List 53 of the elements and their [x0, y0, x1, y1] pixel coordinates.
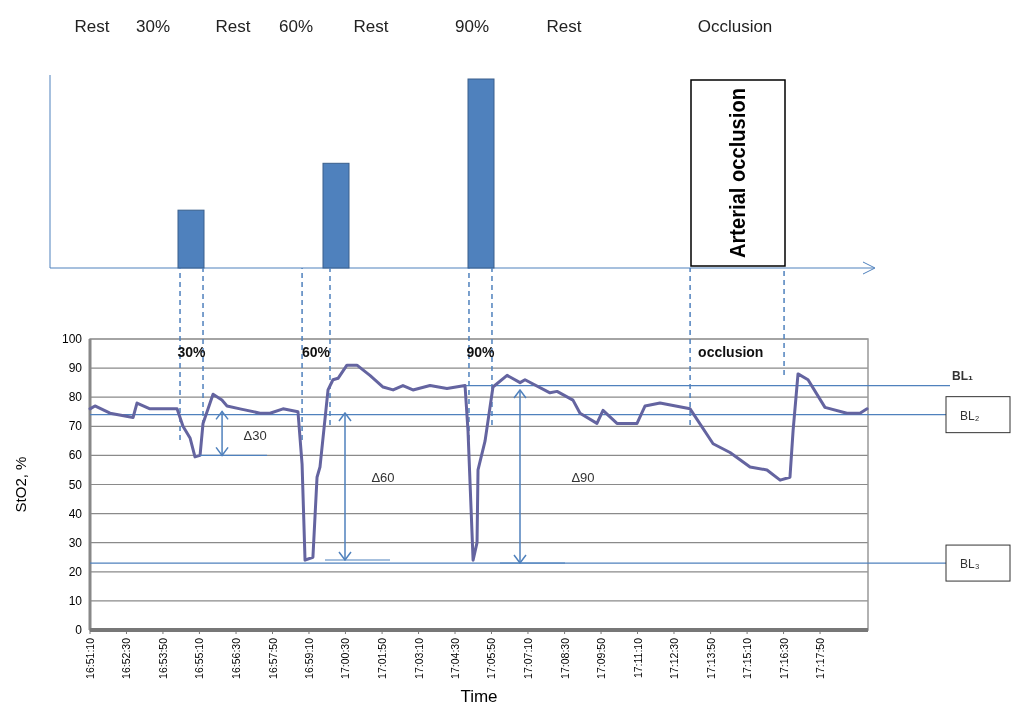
x-tick-label: 16:55:10 — [193, 637, 206, 679]
annotation: occlusion — [698, 344, 764, 360]
y-tick-label: 30 — [68, 535, 83, 550]
x-tick-label: 17:17:50 — [814, 637, 827, 679]
x-tick-label: 16:57:50 — [266, 637, 279, 679]
annotation: Δ90 — [571, 470, 595, 485]
x-tick-label: 17:01:50 — [376, 637, 389, 679]
ref-line-label: BL₂ — [960, 408, 980, 423]
x-tick-label: 16:53:50 — [156, 637, 169, 679]
x-axis-title: Time — [460, 687, 498, 706]
y-tick-label: 50 — [68, 477, 83, 492]
y-axis-title: StO2, % — [12, 456, 29, 513]
y-tick-label: 70 — [68, 419, 83, 434]
annotation: Δ60 — [371, 470, 395, 485]
annotation: 60% — [302, 344, 331, 360]
y-tick-label: 10 — [68, 593, 83, 608]
x-tick-label: 17:12:30 — [667, 637, 680, 679]
text: Rest — [74, 17, 110, 36]
text: Rest — [215, 17, 251, 36]
annotation: 90% — [466, 344, 496, 360]
x-tick-label: 16:56:30 — [230, 637, 243, 679]
annotation: Δ30 — [243, 428, 267, 444]
x-tick-label: 16:52:30 — [120, 637, 133, 679]
ref-line-label: BL₃ — [960, 557, 980, 572]
x-tick-label: 17:05:50 — [485, 637, 498, 679]
x-tick-label: 16:51:10 — [84, 637, 96, 679]
y-tick-label: 40 — [68, 506, 83, 521]
text: 30% — [135, 17, 171, 36]
text: 60% — [278, 17, 314, 36]
x-tick-label: 17:04:30 — [449, 637, 462, 679]
x-tick-label: 17:00:30 — [339, 637, 352, 679]
text: Rest — [546, 17, 582, 36]
x-tick-label: 17:08:30 — [558, 637, 571, 679]
text: 90% — [454, 17, 490, 36]
x-tick-label: 16:59:10 — [302, 637, 315, 679]
ref-line-label: BL₁ — [952, 368, 973, 383]
x-tick-label: 17:15:10 — [741, 637, 754, 679]
y-tick-label: 20 — [68, 564, 83, 579]
y-tick-label: 60 — [68, 448, 83, 463]
y-tick-label: 0 — [75, 623, 83, 637]
x-tick-label: 17:03:10 — [412, 637, 425, 679]
y-tick-label: 100 — [61, 332, 83, 346]
x-tick-label: 17:16:30 — [777, 637, 790, 679]
x-tick-label: 17:11:10 — [631, 637, 644, 679]
annotation: 30% — [177, 344, 207, 360]
text: Rest — [353, 17, 389, 36]
y-tick-label: 80 — [68, 390, 83, 405]
x-tick-label: 17:07:10 — [521, 637, 534, 679]
y-tick-label: 90 — [68, 361, 83, 376]
x-tick-label: 17:13:50 — [704, 637, 717, 679]
text: Occlusion — [697, 17, 773, 36]
x-tick-label: 17:09:50 — [595, 637, 608, 679]
text: Arterial occlusion — [725, 72, 750, 258]
